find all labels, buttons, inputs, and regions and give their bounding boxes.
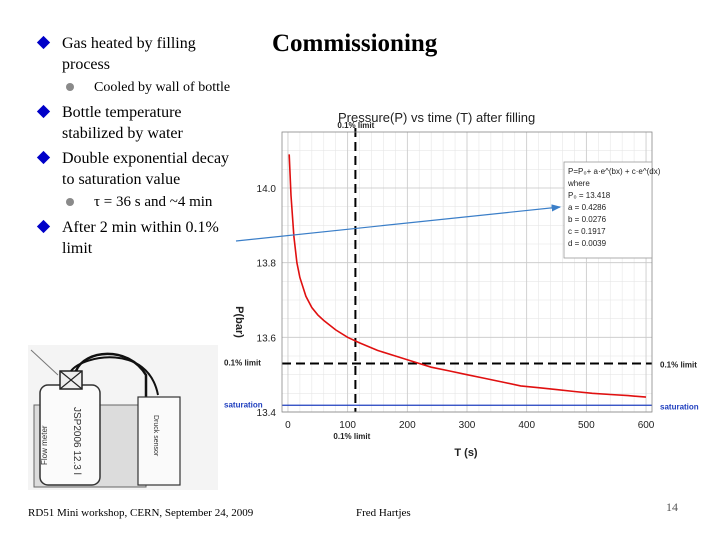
- pressure-series-line: [288, 154, 647, 398]
- annotation-arrow: [235, 204, 562, 242]
- fit-parameter: P₀ = 13.418: [568, 191, 611, 200]
- x-tick-label: 500: [578, 420, 595, 431]
- x-tick-label: 400: [518, 420, 535, 431]
- fit-where: where: [567, 179, 590, 188]
- fit-parameter: c = 0.1917: [568, 227, 606, 236]
- bullet-text: Bottle temperature stabilized by water: [62, 104, 183, 142]
- x-tick-label: 300: [459, 420, 476, 431]
- flow-meter-label: Flow meter: [40, 425, 49, 465]
- sub-bullet-text: τ = 36 s and ~4 min: [94, 194, 213, 210]
- reference-lines: [282, 128, 652, 412]
- bottle-setup-photo: JSP2006 12.3 l Flow meter Druck sensor: [28, 345, 218, 490]
- x-tick-label: 600: [638, 420, 655, 431]
- sub-bullet-text: Cooled by wall of bottle: [94, 80, 231, 95]
- bullet-item: After 2 min within 0.1% limit: [36, 217, 238, 259]
- y-tick-label: 13.6: [257, 333, 277, 344]
- bullet-item: Double exponential decay to saturation v…: [36, 148, 238, 190]
- saturation-label-right: saturation: [660, 402, 699, 411]
- fit-parameter: d = 0.0039: [568, 239, 607, 248]
- chart-title: Pressure(P) vs time (T) after filling: [338, 110, 535, 125]
- bullet-text: Double exponential decay to saturation v…: [62, 150, 230, 188]
- bullet-text: Gas heated by filling process: [62, 35, 196, 73]
- x-tick-label: 0: [285, 420, 291, 431]
- dot-bullet-icon: [66, 198, 74, 206]
- limit-label-left: 0.1% limit: [224, 358, 261, 367]
- bullet-text: After 2 min within 0.1% limit: [62, 219, 219, 257]
- bullet-item: Bottle temperature stabilized by water: [36, 102, 238, 144]
- slide-title: Commissioning: [272, 30, 438, 57]
- fit-box-frame: [563, 161, 653, 259]
- y-tick-label: 14.0: [257, 184, 277, 195]
- sub-bullet-item: τ = 36 s and ~4 min: [38, 194, 238, 211]
- y-tick-label: 13.8: [257, 259, 277, 270]
- fit-parameter-box: P=P₀+ a·e^(bx) + c·e^(dx) where P₀ = 13.41…: [563, 161, 661, 259]
- limit-label-bottom: 0.1% limit: [333, 432, 370, 441]
- fit-parameter: b = 0.0276: [568, 215, 607, 224]
- limit-label-right: 0.1% limit: [660, 360, 697, 369]
- x-axis-label: T (s): [454, 447, 478, 459]
- dot-bullet-icon: [66, 83, 74, 91]
- bottle-label: JSP2006 12.3 l: [71, 407, 82, 475]
- sub-bullet-item: Cooled by wall of bottle: [38, 79, 238, 96]
- page-number: 14: [666, 500, 678, 514]
- x-tick-label: 100: [339, 420, 356, 431]
- footer-author: Fred Hartjes: [356, 507, 411, 519]
- fit-formula: P=P₀+ a·e^(bx) + c·e^(dx): [568, 167, 661, 176]
- series-layer: [288, 154, 647, 398]
- bullet-item: Gas heated by filling process: [36, 33, 238, 75]
- plot-border: [281, 131, 653, 413]
- saturation-label-left: saturation: [224, 400, 263, 409]
- bullet-list: Gas heated by filling process Cooled by …: [36, 33, 238, 263]
- sensor-box-label: Druck sensor: [152, 415, 159, 457]
- axes: 0 100 200 300 400 500 600 13.4 13.6 13.8 14.0 0.1% …: [224, 121, 699, 441]
- x-tick-label: 200: [399, 420, 416, 431]
- y-axis-label: P(bar): [233, 306, 245, 338]
- fit-parameter: a = 0.4286: [568, 203, 607, 212]
- limit-label-top: 0.1% limit: [337, 121, 374, 130]
- y-tick-label: 13.4: [257, 408, 277, 419]
- footer-event: RD51 Mini workshop, CERN, September 24, …: [28, 507, 254, 519]
